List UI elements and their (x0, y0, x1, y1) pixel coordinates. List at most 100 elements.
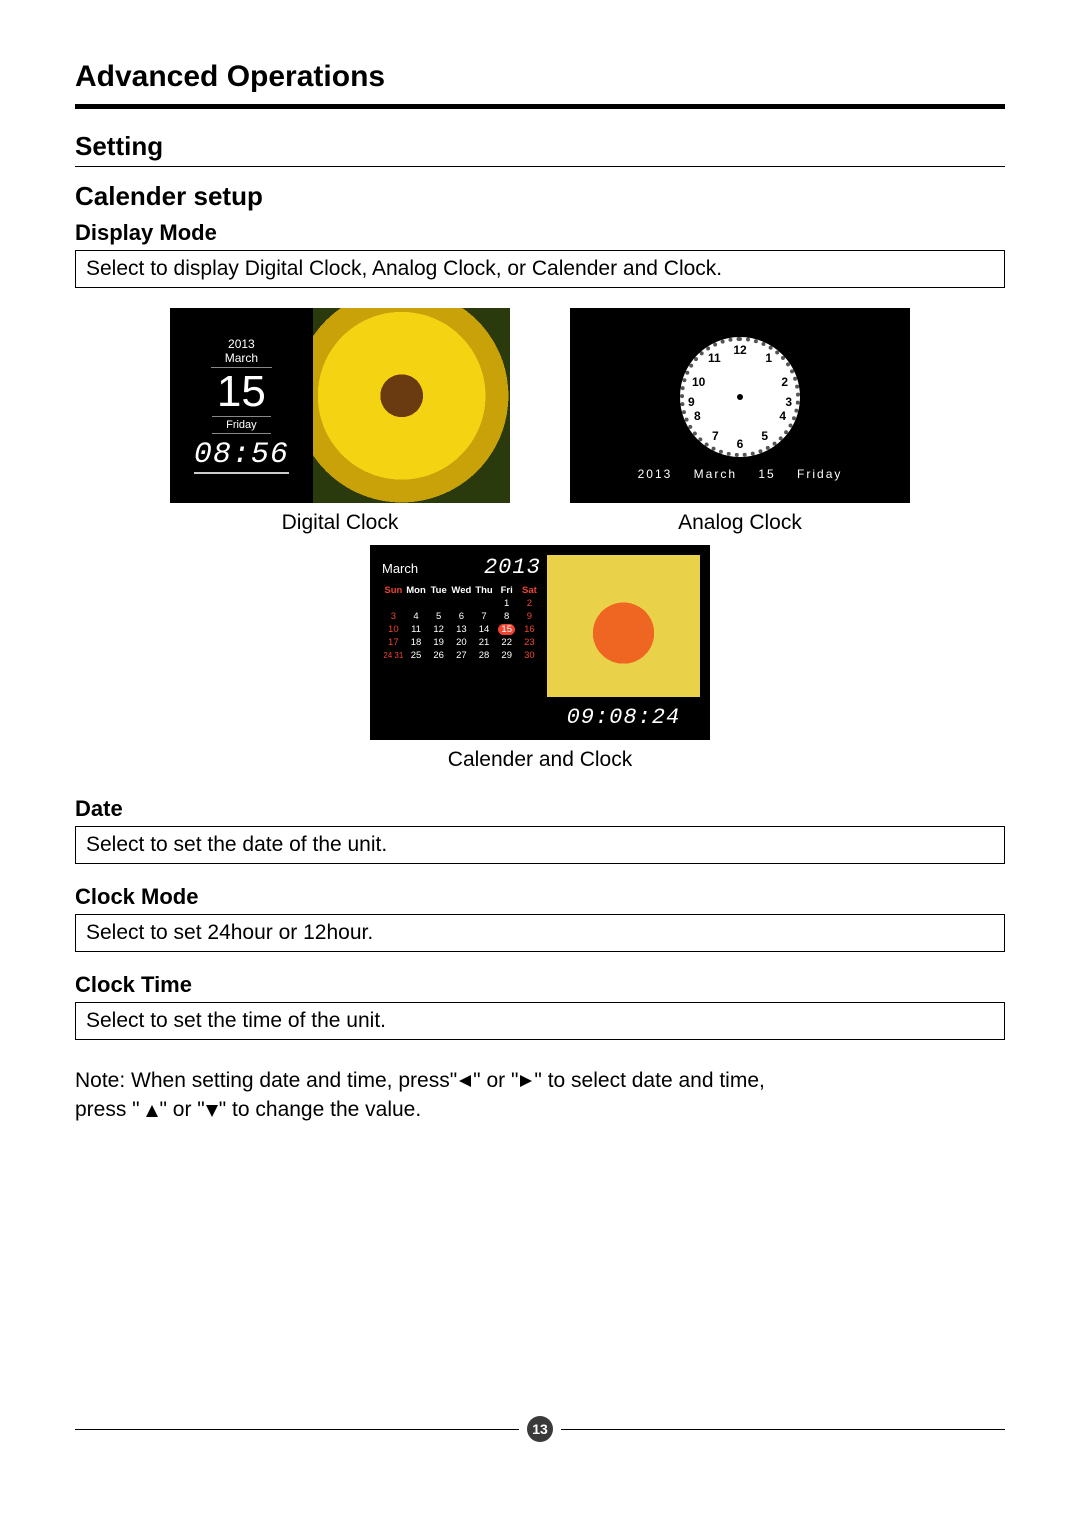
cc-day-cell: 3 (382, 610, 405, 623)
box-display-mode: Select to display Digital Clock, Analog … (75, 250, 1005, 288)
cc-day-cell: 24 31 (382, 649, 405, 662)
dc-weekday: Friday (212, 416, 271, 434)
cc-dow-cell: Sun (382, 584, 405, 597)
cc-day-cell: 19 (427, 636, 450, 649)
cc-day-cell: 25 (405, 649, 428, 662)
analog-clock-frame: 12 1 2 3 4 5 6 7 8 9 10 11 2013 March (570, 308, 910, 503)
cc-day-cell: 5 (427, 610, 450, 623)
cc-day-cell: 22 (495, 636, 518, 649)
heading-display-mode: Display Mode (75, 220, 1005, 246)
ac-num: 2 (781, 375, 788, 389)
cc-day-cell: 15 (495, 623, 518, 636)
footer-rule-right (561, 1429, 1005, 1430)
caption-calendar: Calender and Clock (448, 748, 632, 772)
cc-day-cell: 10 (382, 623, 405, 636)
cc-day-cell: 20 (450, 636, 473, 649)
ac-num: 11 (708, 351, 721, 365)
dc-year-month: 2013 March (211, 337, 272, 368)
cc-dow-cell: Mon (405, 584, 428, 597)
ac-date: 2013 March 15 Friday (630, 467, 851, 481)
cc-grid: SunMonTueWedThuFriSat 123456789101112131… (382, 584, 541, 662)
calendar-clock-frame: March 2013 SunMonTueWedThuFriSat 1234567… (370, 545, 710, 740)
digital-clock-frame: 2013 March 15 Friday 08:56 (170, 308, 510, 503)
cc-dow-cell: Fri (495, 584, 518, 597)
page-title: Advanced Operations (75, 60, 1005, 94)
caption-digital: Digital Clock (282, 511, 399, 535)
title-rule (75, 104, 1005, 109)
digital-clock-col: 2013 March 15 Friday 08:56 Digital Clock (170, 308, 510, 535)
ac-num: 10 (692, 375, 705, 389)
cc-dow-cell: Tue (427, 584, 450, 597)
cc-day-cell: 4 (405, 610, 428, 623)
cc-day-cell: 29 (495, 649, 518, 662)
note-text: Note: When setting date and time, press"… (75, 1066, 1005, 1125)
cc-dow-cell: Thu (473, 584, 496, 597)
cc-day-cell: 11 (405, 623, 428, 636)
cc-day-cell: 8 (495, 610, 518, 623)
page-number-badge: 13 (527, 1416, 553, 1442)
ac-day: 15 (758, 467, 775, 481)
ac-num: 5 (761, 429, 768, 443)
cc-day-cell: 13 (450, 623, 473, 636)
page-footer: 13 (75, 1416, 1005, 1442)
heading-setting: Setting (75, 131, 1005, 167)
cc-day-cell (382, 597, 405, 610)
cc-day-cell: 23 (518, 636, 541, 649)
heading-clock-mode: Clock Mode (75, 884, 1005, 910)
cc-day-cell: 28 (473, 649, 496, 662)
ac-year: 2013 (638, 467, 673, 481)
ac-num: 8 (694, 409, 701, 423)
cc-day-cell: 12 (427, 623, 450, 636)
dc-time: 08:56 (194, 440, 289, 474)
cc-time: 09:08:24 (547, 701, 710, 740)
cc-day-cell: 7 (473, 610, 496, 623)
triangle-right-icon (518, 1074, 534, 1088)
cc-day-cell (405, 597, 428, 610)
heading-calendar-setup: Calender setup (75, 181, 1005, 212)
ac-pivot (737, 394, 743, 400)
cc-day-cell: 30 (518, 649, 541, 662)
triangle-left-icon (457, 1074, 473, 1088)
cc-day-cell: 6 (450, 610, 473, 623)
cc-day-cell: 17 (382, 636, 405, 649)
cc-dow-cell: Sat (518, 584, 541, 597)
ac-num: 12 (733, 343, 746, 357)
ac-num: 1 (765, 351, 772, 365)
screenshot-row: 2013 March 15 Friday 08:56 Digital Clock… (75, 308, 1005, 535)
ac-num: 6 (737, 437, 744, 451)
cc-day-cell: 26 (427, 649, 450, 662)
cc-day-cell: 2 (518, 597, 541, 610)
calendar-clock-row: March 2013 SunMonTueWedThuFriSat 1234567… (75, 545, 1005, 772)
cc-day-cell: 21 (473, 636, 496, 649)
cc-day-cell (450, 597, 473, 610)
cc-day-cell: 18 (405, 636, 428, 649)
box-clock-time: Select to set the time of the unit. (75, 1002, 1005, 1040)
cc-day-cell: 27 (450, 649, 473, 662)
ac-num: 7 (712, 429, 719, 443)
heading-date: Date (75, 796, 1005, 822)
box-clock-mode: Select to set 24hour or 12hour. (75, 914, 1005, 952)
triangle-down-icon (205, 1104, 219, 1118)
footer-rule-left (75, 1429, 519, 1430)
dc-photo (313, 308, 510, 503)
ac-num: 9 (688, 395, 695, 409)
box-date: Select to set the date of the unit. (75, 826, 1005, 864)
cc-day-cell: 9 (518, 610, 541, 623)
ac-num: 3 (785, 395, 792, 409)
cc-day-cell: 1 (495, 597, 518, 610)
caption-analog: Analog Clock (678, 511, 802, 535)
cc-month: March (382, 561, 418, 576)
ac-weekday: Friday (797, 467, 842, 481)
triangle-up-icon (145, 1104, 159, 1118)
analog-clock-face: 12 1 2 3 4 5 6 7 8 9 10 11 (680, 337, 800, 457)
analog-clock-col: 12 1 2 3 4 5 6 7 8 9 10 11 2013 March (570, 308, 910, 535)
cc-day-cell: 14 (473, 623, 496, 636)
ac-month: March (694, 467, 737, 481)
heading-clock-time: Clock Time (75, 972, 1005, 998)
cc-year: 2013 (484, 555, 541, 580)
dc-month: March (225, 351, 258, 365)
cc-day-cell (473, 597, 496, 610)
ac-num: 4 (779, 409, 786, 423)
cc-photo (547, 555, 700, 697)
cc-day-cell: 16 (518, 623, 541, 636)
